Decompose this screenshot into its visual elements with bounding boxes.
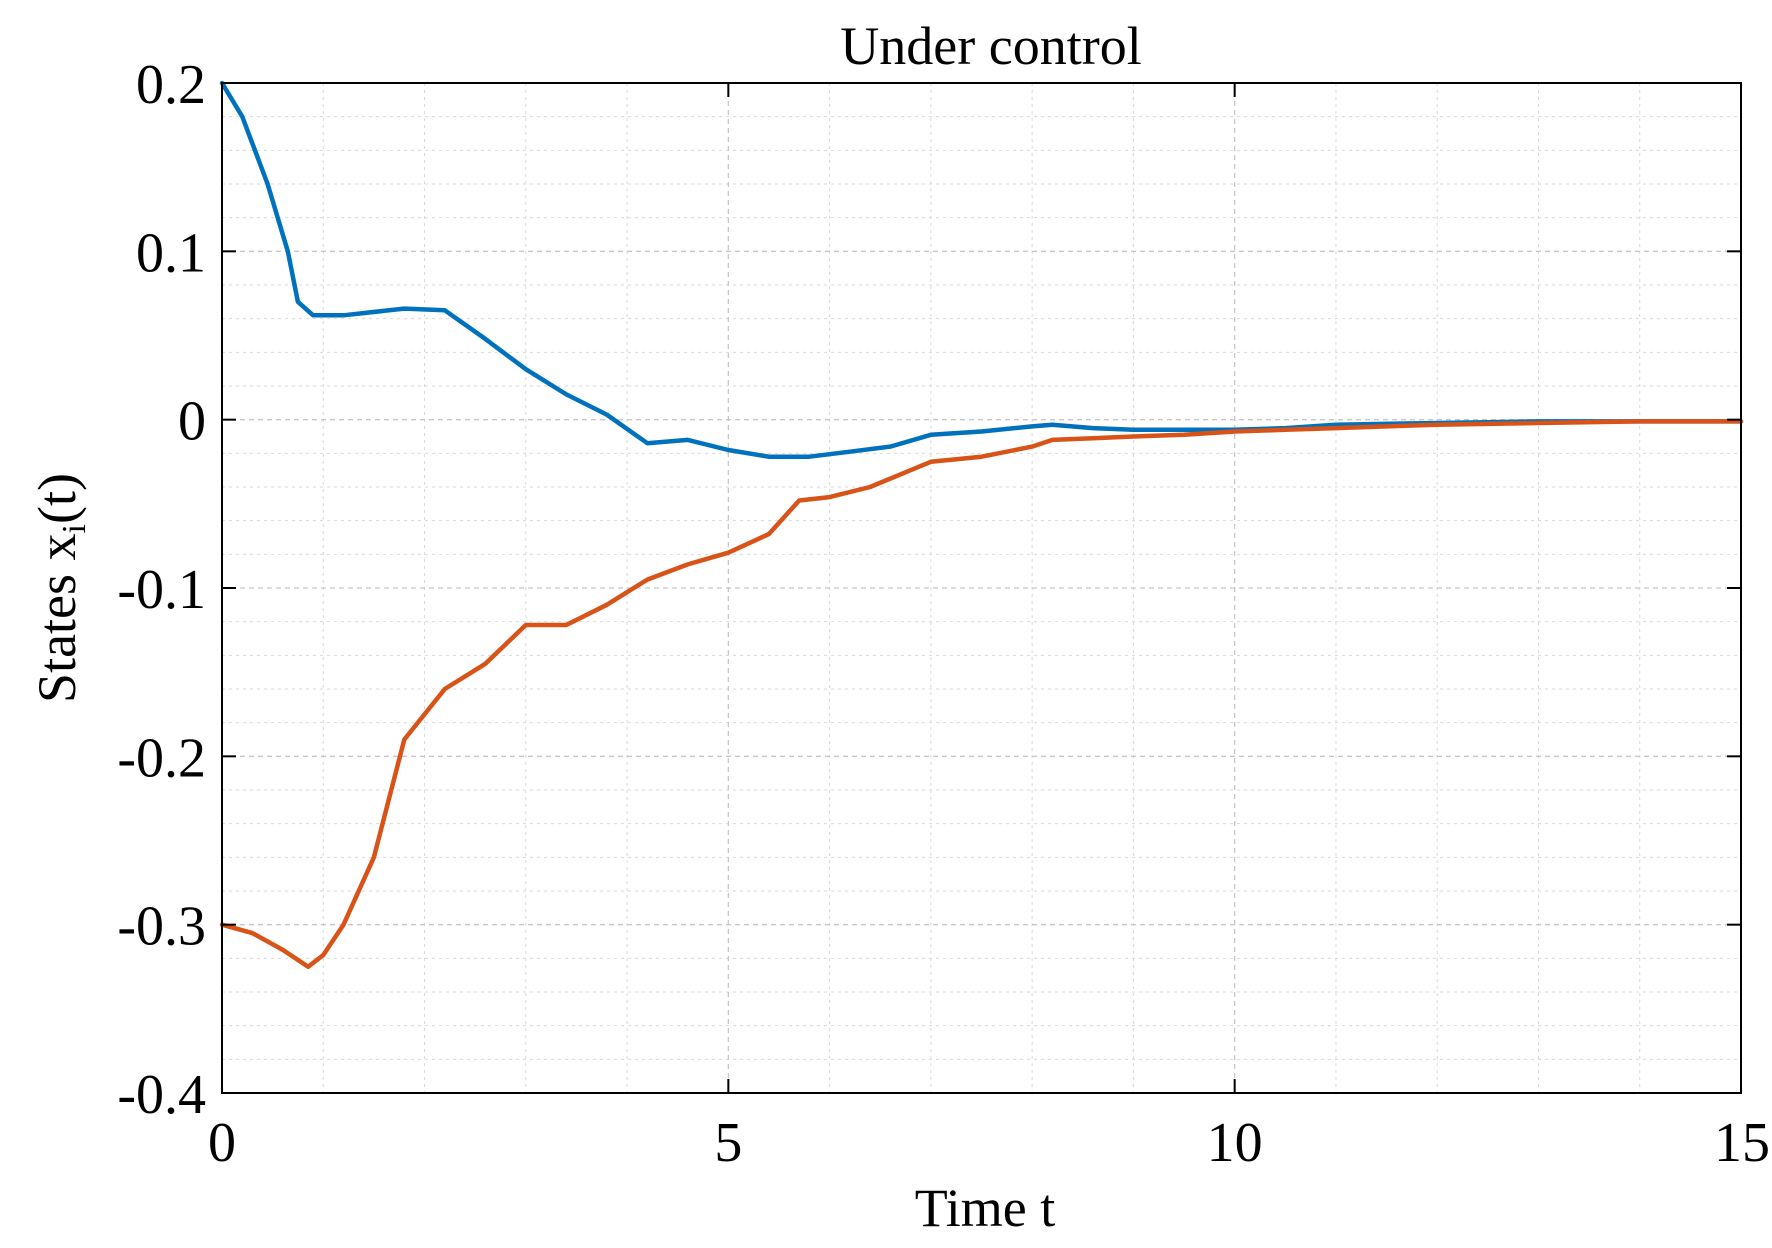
y-tick-label: -0.2 <box>117 727 206 789</box>
y-tick-label: -0.4 <box>117 1064 206 1126</box>
y-tick-label: 0 <box>178 391 206 453</box>
y-axis-label-tail: (t) <box>27 473 87 524</box>
chart-title: Under control <box>840 16 1141 76</box>
y-tick-label: -0.1 <box>117 559 206 621</box>
axis-ticks <box>221 82 1742 1094</box>
tick-labels: 0 5 10 15 -0.4 -0.3 -0.2 -0.1 0 0.1 0.2 <box>117 54 1770 1174</box>
x-tick-label: 0 <box>208 1112 236 1174</box>
y-tick-label: -0.3 <box>117 896 206 958</box>
y-axis-label-subscript: i <box>56 524 93 533</box>
x-tick-label: 5 <box>714 1112 742 1174</box>
x-tick-label: 15 <box>1714 1112 1770 1174</box>
y-axis-label-main: States x <box>27 533 87 703</box>
y-axis-label: States xi(t) <box>27 473 93 703</box>
y-tick-label: 0.2 <box>136 54 206 116</box>
x-axis-label: Time t <box>915 1178 1056 1238</box>
series-line-2 <box>219 419 1744 970</box>
series-layer <box>219 80 1744 970</box>
y-tick-label: 0.1 <box>136 222 206 284</box>
x-tick-label: 10 <box>1207 1112 1263 1174</box>
